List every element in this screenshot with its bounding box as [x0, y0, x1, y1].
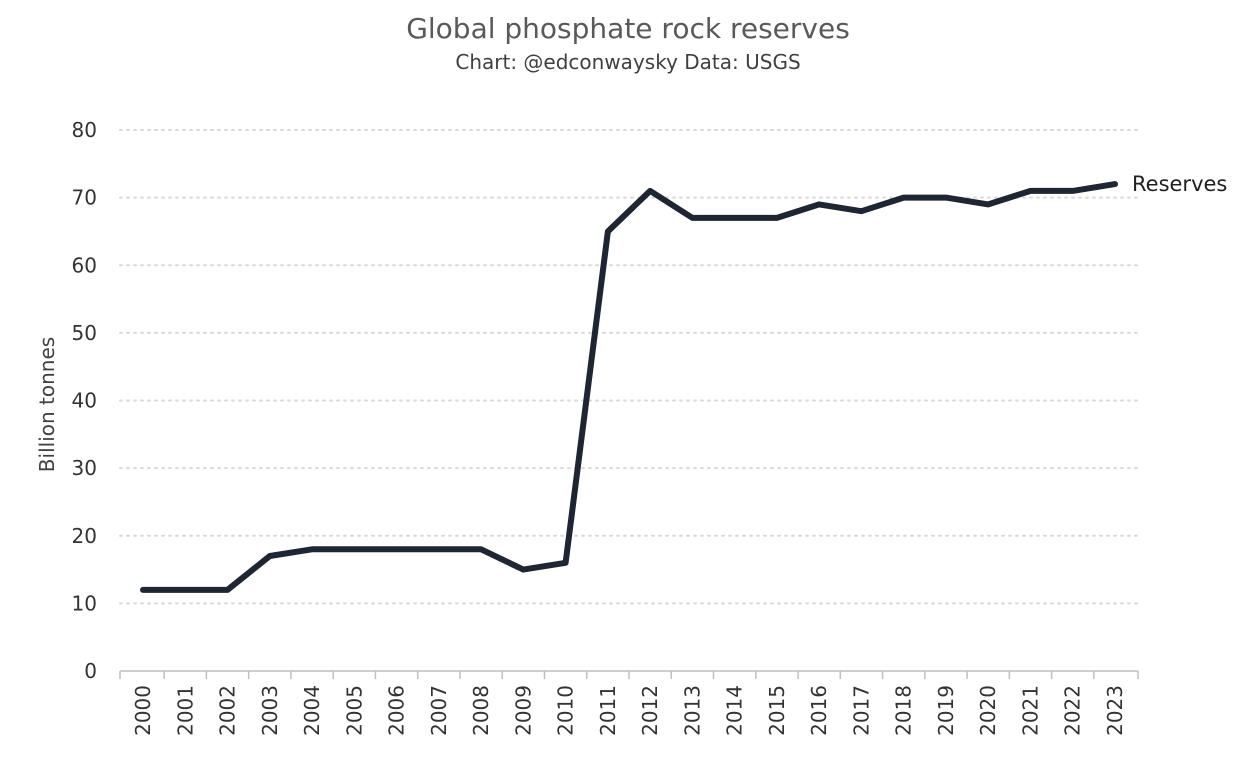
x-tick-label-2013: 2013 — [680, 685, 704, 736]
x-tick-label-2022: 2022 — [1061, 685, 1085, 736]
series-line-reserves — [140, 181, 1118, 593]
y-tick-label-20: 20 — [72, 524, 97, 548]
x-tick-label-2009: 2009 — [511, 685, 535, 736]
x-tick-label-2000: 2000 — [131, 685, 155, 736]
y-tick-label-70: 70 — [72, 186, 97, 210]
x-tick-label-2004: 2004 — [300, 685, 324, 736]
x-tick-label-2021: 2021 — [1018, 685, 1042, 736]
y-tick-label-80: 80 — [72, 118, 97, 142]
x-tick-label-2008: 2008 — [469, 685, 493, 736]
x-tick-label-2017: 2017 — [849, 685, 873, 736]
x-tick-label-2015: 2015 — [765, 685, 789, 736]
x-tick-label-2005: 2005 — [342, 685, 366, 736]
x-tick-label-2023: 2023 — [1103, 685, 1127, 736]
y-axis-label: Billion tonnes — [35, 337, 59, 472]
y-axis-ticks: 0 10 20 30 40 50 60 70 80 — [72, 118, 97, 683]
chart-title: Global phosphate rock reserves — [406, 12, 850, 45]
x-axis-ticks: 2000 2001 2002 2003 2004 2005 2006 2007 2008 2009… — [119, 671, 1139, 736]
series-layer: Reserves — [140, 172, 1227, 593]
y-tick-label-10: 10 — [72, 591, 97, 615]
x-tick-label-2018: 2018 — [892, 685, 916, 736]
y-tick-label-60: 60 — [72, 253, 97, 277]
series-label-reserves: Reserves — [1132, 172, 1227, 196]
x-tick-label-2001: 2001 — [173, 685, 197, 736]
x-tick-label-2020: 2020 — [976, 685, 1000, 736]
y-tick-label-0: 0 — [84, 659, 97, 683]
x-tick-label-2010: 2010 — [554, 685, 578, 736]
x-tick-label-2019: 2019 — [934, 685, 958, 736]
y-tick-label-40: 40 — [72, 389, 97, 413]
y-tick-label-30: 30 — [72, 456, 97, 480]
x-tick-label-2002: 2002 — [216, 685, 240, 736]
x-tick-label-2014: 2014 — [723, 685, 747, 736]
x-tick-label-2016: 2016 — [807, 685, 831, 736]
gridlines — [119, 129, 1139, 605]
x-tick-label-2012: 2012 — [638, 685, 662, 736]
chart-subtitle: Chart: @edconwaysky Data: USGS — [455, 50, 801, 74]
y-tick-label-50: 50 — [72, 321, 97, 345]
x-tick-label-2011: 2011 — [596, 685, 620, 736]
x-tick-label-2006: 2006 — [385, 685, 409, 736]
x-tick-label-2007: 2007 — [427, 685, 451, 736]
x-tick-label-2003: 2003 — [258, 685, 282, 736]
